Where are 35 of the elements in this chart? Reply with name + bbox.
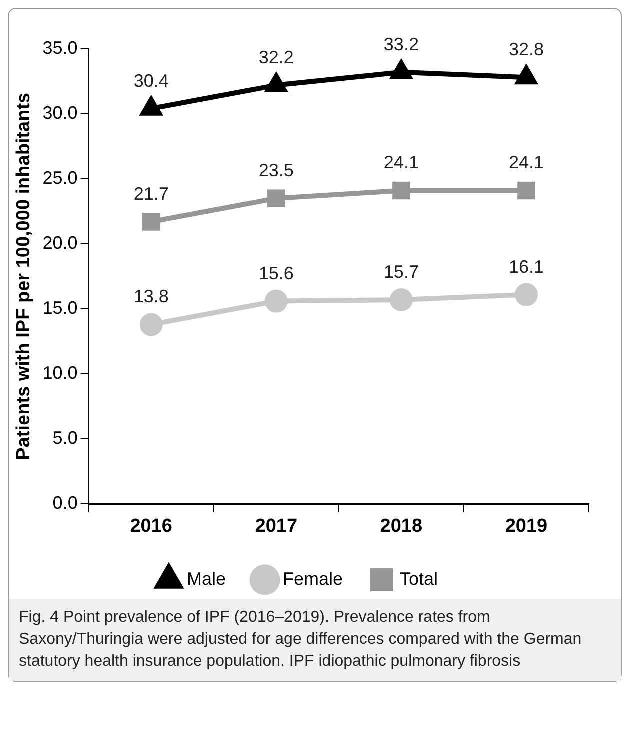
data-label: 32.8 <box>508 40 544 60</box>
data-label: 21.7 <box>134 184 169 204</box>
data-label: 32.2 <box>258 47 294 68</box>
point <box>142 213 160 231</box>
data-label: 33.2 <box>384 34 419 54</box>
y-tick-label: 5.0 <box>52 428 78 448</box>
y-axis-title: Patients with IPF per 100,000 inhabitants <box>14 92 35 460</box>
data-label: 13.8 <box>134 286 169 307</box>
y-tick-label: 35.0 <box>42 38 78 58</box>
y-tick-label: 15.0 <box>42 298 78 318</box>
legend-label: Total <box>400 568 438 589</box>
data-label: 15.7 <box>384 262 419 282</box>
data-label: 30.4 <box>134 70 169 91</box>
data-label: 23.5 <box>258 160 294 181</box>
x-tick-label: 2016 <box>130 516 172 537</box>
x-tick-label: 2018 <box>380 516 423 537</box>
y-tick-label: 20.0 <box>42 233 78 254</box>
point <box>268 190 286 208</box>
x-tick-label: 2017 <box>255 516 298 537</box>
point <box>264 290 288 313</box>
legend-label: Male <box>186 568 226 589</box>
data-label: 24.1 <box>508 152 544 173</box>
data-label: 24.1 <box>384 152 419 173</box>
y-tick-label: 0.0 <box>52 493 78 514</box>
caption: Fig. 4 Point prevalence of IPF (2016–2019). Prevalence rates from Saxony/Thuringia were adjusted for age differences compared with the German statutory health insurance population. IPF idiopathic pulmonary fibrosis <box>9 599 621 681</box>
y-tick-label: 10.0 <box>42 363 78 384</box>
point <box>140 313 163 336</box>
point <box>390 288 413 312</box>
data-label: 16.1 <box>508 256 544 277</box>
y-tick-label: 25.0 <box>42 168 78 188</box>
x-tick-label: 2019 <box>505 516 548 537</box>
data-label: 15.6 <box>258 263 294 284</box>
y-tick-label: 30.0 <box>42 102 78 123</box>
legend-label: Female <box>282 568 344 589</box>
point <box>514 283 538 306</box>
